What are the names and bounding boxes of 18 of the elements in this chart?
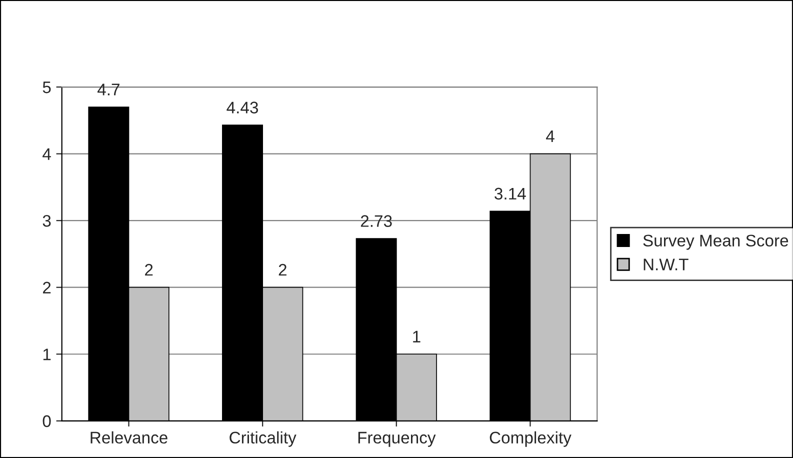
y-tick-label: 0	[42, 415, 51, 428]
x-tick-label: Frequency	[358, 432, 436, 447]
data-label: 2	[145, 264, 153, 276]
data-label: 2	[278, 264, 286, 276]
legend-label: Survey Mean Score	[643, 234, 788, 250]
y-tick-label: 1	[43, 348, 51, 360]
data-label: 4.43	[226, 102, 258, 114]
legend-label: N.W.T	[644, 258, 688, 270]
y-tick-label: 3	[42, 214, 51, 227]
data-label: 3.14	[494, 188, 526, 200]
data-label: 1	[413, 330, 420, 342]
x-tick-label: Criticality	[230, 431, 296, 447]
y-tick-label: 4	[42, 148, 51, 160]
y-tick-label: 2	[43, 282, 51, 294]
x-tick-label: Relevance	[90, 431, 168, 444]
y-tick-label: 5	[42, 82, 51, 94]
x-tick-label: Complexity	[490, 431, 572, 447]
data-label: 4	[546, 130, 554, 142]
